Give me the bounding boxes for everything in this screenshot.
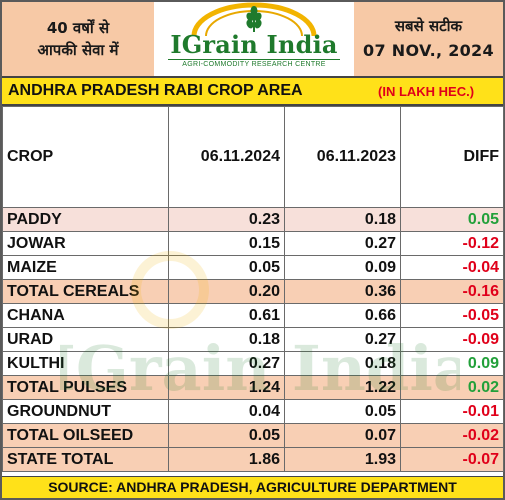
value-2023: 1.22 (284, 375, 401, 400)
crop-name: TOTAL OILSEED (2, 423, 169, 448)
value-2024: 0.20 (168, 279, 285, 304)
value-2024: 0.27 (168, 351, 285, 376)
crop-name: KULTHI (2, 351, 169, 376)
value-2024: 0.05 (168, 255, 285, 280)
column-header-2024: 06.11.2024 (168, 106, 285, 208)
table-row: PADDY 0.23 0.18 0.05 (2, 207, 504, 232)
slogan-line-2: आपकी सेवा में (37, 41, 119, 59)
source-footer: SOURCE: ANDHRA PRADESH, AGRICULTURE DEPA… (2, 476, 503, 498)
value-2023: 0.36 (284, 279, 401, 304)
value-2024: 0.04 (168, 399, 285, 424)
value-diff: 0.02 (400, 375, 504, 400)
table-row: URAD 0.18 0.27 -0.09 (2, 327, 504, 352)
value-2023: 0.18 (284, 351, 401, 376)
table-row: TOTAL OILSEED 0.05 0.07 -0.02 (2, 423, 504, 448)
header: 40 वर्षों से आपकी सेवा में IGrain India … (2, 2, 503, 76)
value-diff: -0.05 (400, 303, 504, 328)
crop-name: URAD (2, 327, 169, 352)
slogan-line-1: 40 वर्षों से (46, 19, 110, 37)
report-date: 07 NOV., 2024 (363, 41, 494, 60)
value-diff: -0.04 (400, 255, 504, 280)
table-row: TOTAL CEREALS 0.20 0.36 -0.16 (2, 279, 504, 304)
value-diff: -0.07 (400, 447, 504, 472)
crop-name: CHANA (2, 303, 169, 328)
value-2024: 0.23 (168, 207, 285, 232)
crop-area-table: CROP 06.11.2024 06.11.2023 DIFF PADDY 0.2… (2, 106, 504, 472)
value-diff: -0.01 (400, 399, 504, 424)
value-diff: 0.09 (400, 351, 504, 376)
column-header-2023: 06.11.2023 (284, 106, 401, 208)
header-slogan: 40 वर्षों से आपकी सेवा में (2, 2, 154, 76)
value-2023: 0.27 (284, 231, 401, 256)
value-2023: 0.07 (284, 423, 401, 448)
value-2023: 1.93 (284, 447, 401, 472)
value-2024: 0.61 (168, 303, 285, 328)
igrain-logo: IGrain India AGRI-COMMODITY RESEARCH CEN… (154, 2, 354, 76)
crop-name: TOTAL PULSES (2, 375, 169, 400)
unit-label: (IN LAKH HEC.) (378, 84, 475, 99)
value-2023: 0.18 (284, 207, 401, 232)
value-diff: 0.05 (400, 207, 504, 232)
accuracy-tag: सबसे सटीक (394, 17, 463, 35)
table-header-row: CROP 06.11.2024 06.11.2023 DIFF (2, 106, 504, 208)
value-diff: -0.12 (400, 231, 504, 256)
value-2023: 0.66 (284, 303, 401, 328)
crop-name: TOTAL CEREALS (2, 279, 169, 304)
value-2024: 1.24 (168, 375, 285, 400)
table-row: GROUNDNUT 0.04 0.05 -0.01 (2, 399, 504, 424)
table-row: JOWAR 0.15 0.27 -0.12 (2, 231, 504, 256)
crop-name: STATE TOTAL (2, 447, 169, 472)
title-bar: ANDHRA PRADESH RABI CROP AREA (IN LAKH H… (2, 76, 503, 106)
header-date-block: सबसे सटीक 07 NOV., 2024 (354, 2, 503, 76)
table-row: CHANA 0.61 0.66 -0.05 (2, 303, 504, 328)
value-2024: 1.86 (168, 447, 285, 472)
value-2024: 0.18 (168, 327, 285, 352)
crop-name: MAIZE (2, 255, 169, 280)
crop-name: GROUNDNUT (2, 399, 169, 424)
logo-tagline: AGRI-COMMODITY RESEARCH CENTRE (168, 59, 340, 68)
table-row: TOTAL PULSES 1.24 1.22 0.02 (2, 375, 504, 400)
value-2023: 0.27 (284, 327, 401, 352)
value-2024: 0.15 (168, 231, 285, 256)
table-row: STATE TOTAL 1.86 1.93 -0.07 (2, 447, 504, 472)
table-row: KULTHI 0.27 0.18 0.09 (2, 351, 504, 376)
table-row: MAIZE 0.05 0.09 -0.04 (2, 255, 504, 280)
value-2023: 0.05 (284, 399, 401, 424)
value-2023: 0.09 (284, 255, 401, 280)
crop-name: PADDY (2, 207, 169, 232)
crop-name: JOWAR (2, 231, 169, 256)
value-2024: 0.05 (168, 423, 285, 448)
logo-name: IGrain India (170, 30, 338, 59)
wheat-sun-icon (191, 2, 317, 37)
column-header-crop: CROP (2, 106, 169, 208)
table-title: ANDHRA PRADESH RABI CROP AREA (8, 82, 303, 99)
column-header-diff: DIFF (400, 106, 504, 208)
value-diff: -0.02 (400, 423, 504, 448)
value-diff: -0.09 (400, 327, 504, 352)
value-diff: -0.16 (400, 279, 504, 304)
